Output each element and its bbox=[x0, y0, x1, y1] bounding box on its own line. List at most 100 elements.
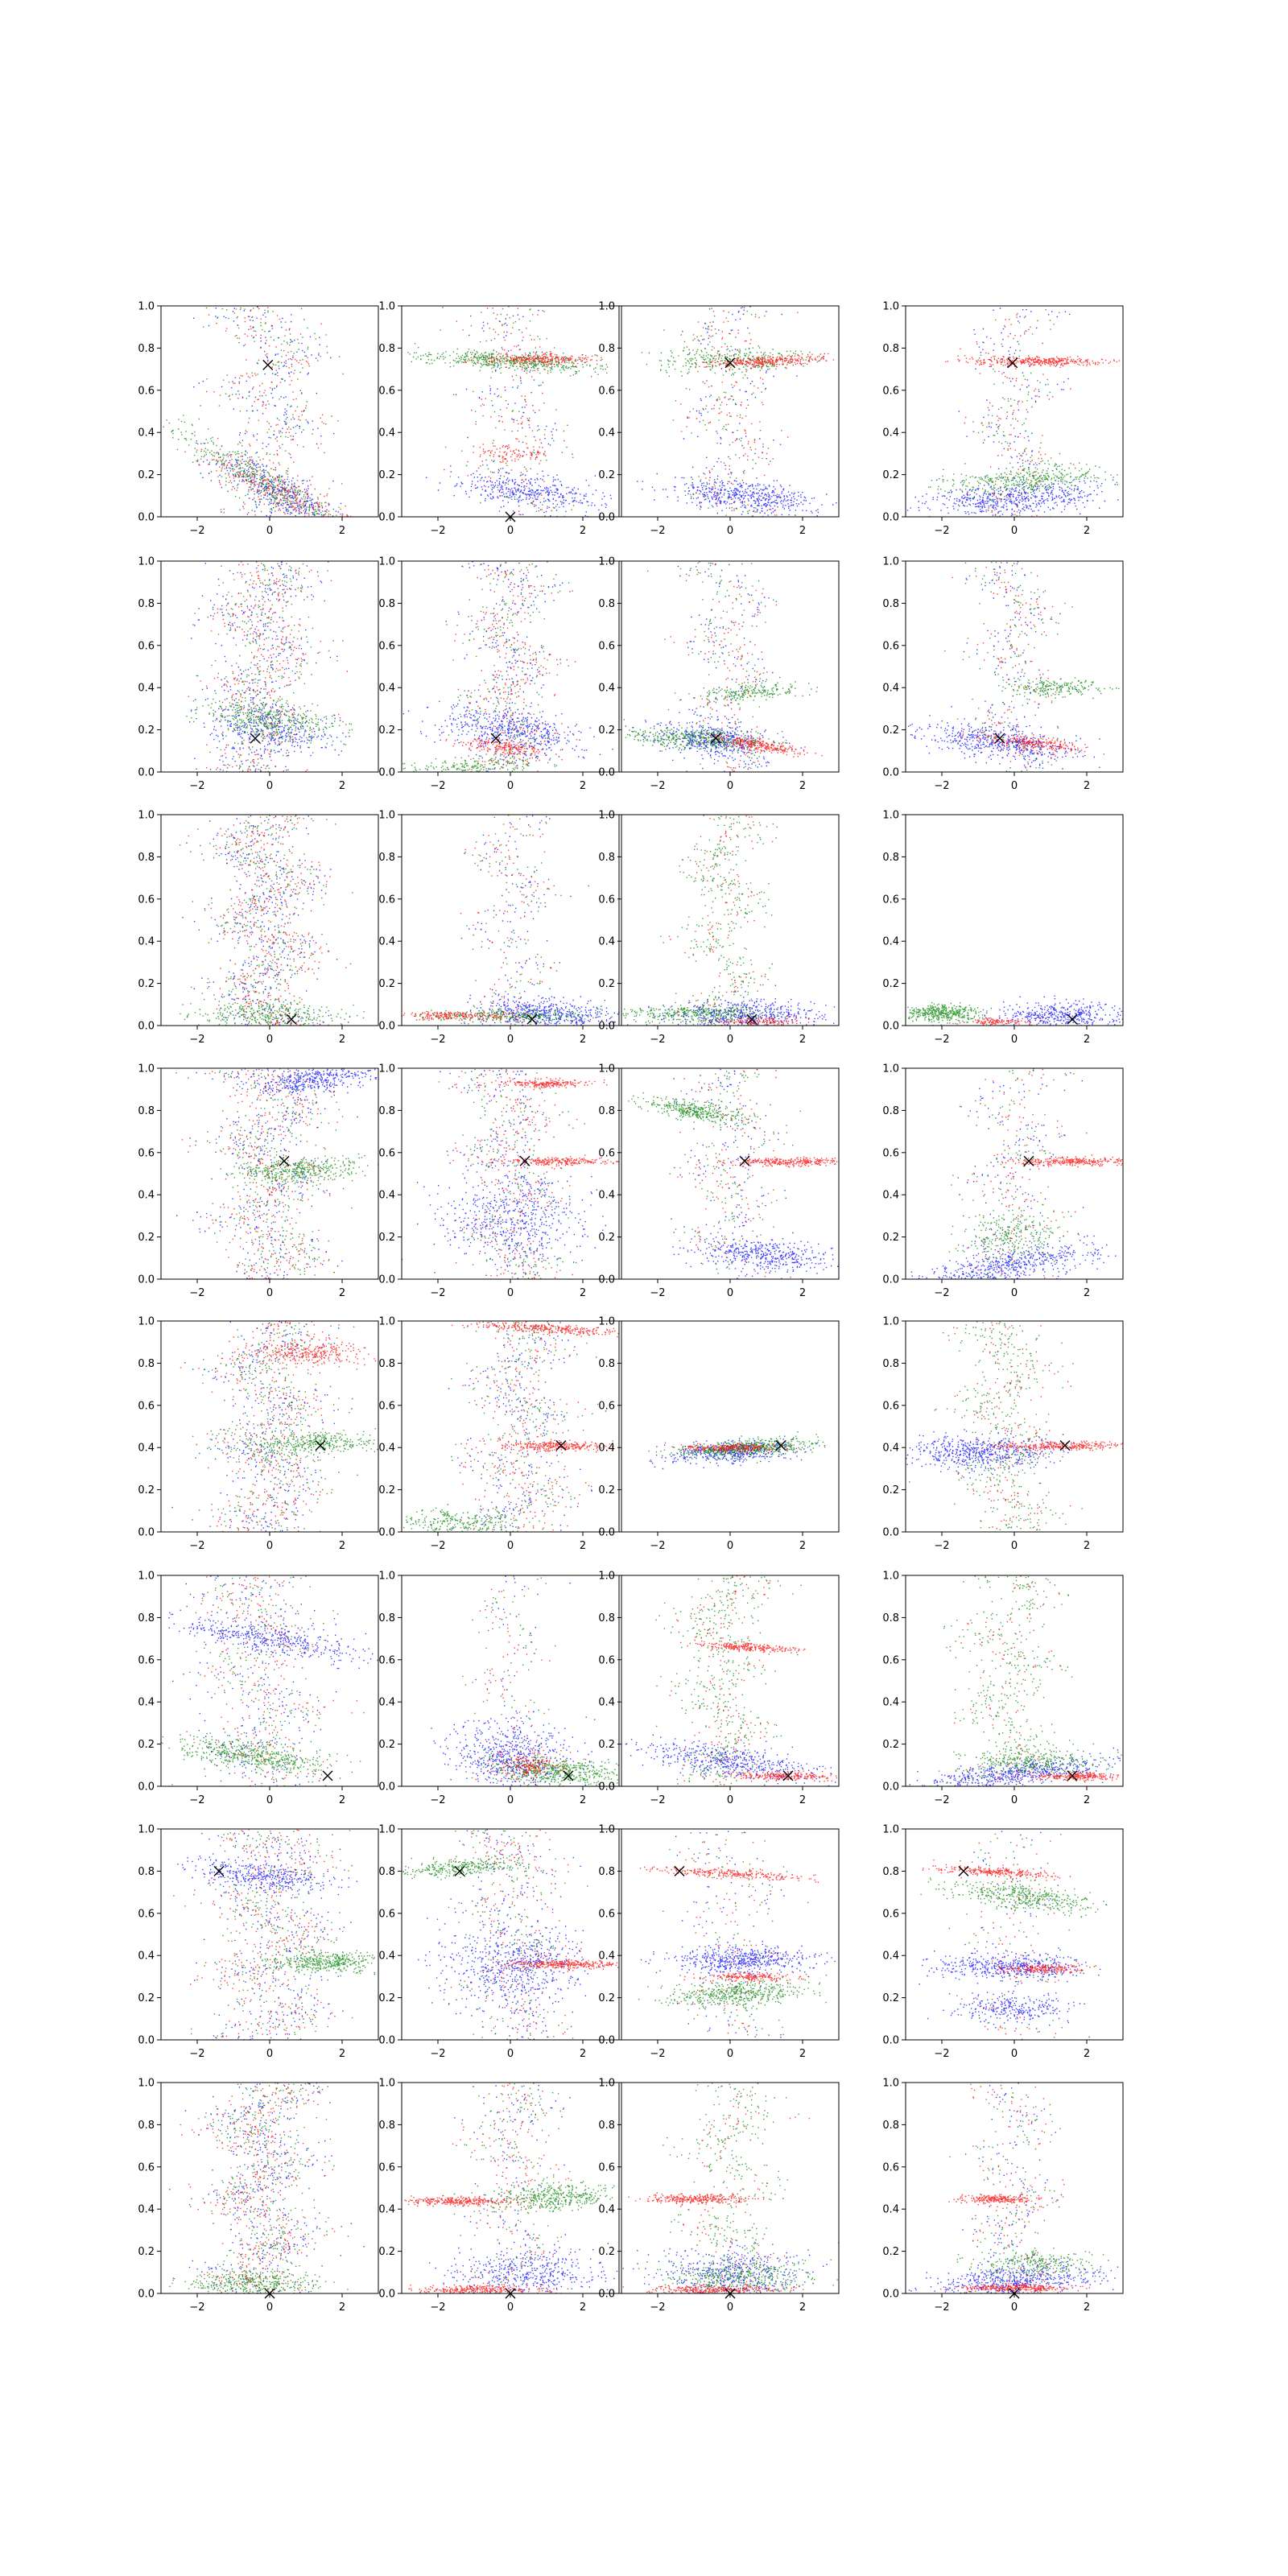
y-tick-label: 0.2 bbox=[882, 1232, 899, 1244]
y-tick-label: 1.0 bbox=[378, 1063, 395, 1075]
y-tick-label: 0.4 bbox=[882, 427, 899, 440]
y-tick-label: 0.4 bbox=[378, 1697, 395, 1709]
y-tick-label: 0.6 bbox=[882, 385, 899, 397]
scatter-point-group-red bbox=[949, 1575, 1120, 1786]
x-tick-label: −2 bbox=[189, 780, 204, 792]
subplot-r1-c1: −2 0 2 0.0 0.2 0.4 0.6 0.8 1.0 bbox=[138, 301, 379, 537]
x-tick-label: 0 bbox=[266, 1540, 273, 1552]
scatter-point-group-blue bbox=[189, 561, 350, 772]
scatter-point-group-red bbox=[675, 1069, 838, 1278]
subplot-r4-c2: −2 0 2 0.0 0.2 0.4 0.6 0.8 1.0 bbox=[378, 1063, 620, 1299]
x-tick-label: 0 bbox=[727, 780, 733, 792]
series-blue bbox=[418, 1829, 604, 2040]
scatter-points bbox=[906, 308, 1121, 517]
scatter-point-group-blue bbox=[402, 561, 613, 772]
y-tick-label: 0.0 bbox=[882, 2035, 899, 2047]
y-tick-label: 0.6 bbox=[882, 894, 899, 906]
scatter-point-group-blue bbox=[906, 1428, 1072, 1479]
series-red bbox=[445, 563, 578, 772]
scatter-points bbox=[186, 561, 353, 772]
y-tick-label: 0.0 bbox=[138, 1021, 155, 1033]
axes-frame bbox=[621, 1067, 840, 1280]
subplot-r8-c2: −2 0 2 0.0 0.2 0.4 0.6 0.8 1.0 bbox=[378, 2078, 620, 2314]
y-tick-label: 0.8 bbox=[378, 2120, 395, 2132]
series-green bbox=[948, 1069, 1080, 1278]
y-tick-label: 1.0 bbox=[378, 1571, 395, 1583]
y-tick-label: 0.4 bbox=[378, 1443, 395, 1455]
y-tick-label: 0.6 bbox=[138, 640, 155, 652]
y-tick-label: 0.6 bbox=[882, 1400, 899, 1412]
y-tick-label: 0.4 bbox=[138, 1697, 155, 1709]
y-tick-label: 1.0 bbox=[882, 301, 899, 313]
y-tick-label: 0.2 bbox=[378, 1739, 395, 1751]
y-tick-label: 0.6 bbox=[378, 1400, 395, 1412]
subplot-r8-c4: −2 0 2 0.0 0.2 0.4 0.6 0.8 1.0 bbox=[882, 2078, 1124, 2314]
x-tick-label: 2 bbox=[339, 780, 345, 792]
y-tick-label: 0.8 bbox=[378, 1358, 395, 1370]
y-tick-label: 0.2 bbox=[378, 1232, 395, 1244]
scatter-point-group-blue bbox=[429, 2085, 618, 2293]
y-tick-label: 0.4 bbox=[378, 683, 395, 695]
y-tick-label: 0.4 bbox=[138, 1190, 155, 1202]
series-green bbox=[621, 815, 787, 1026]
x-tick-label: 0 bbox=[727, 2301, 733, 2314]
x-marker bbox=[322, 1770, 333, 1781]
y-tick-label: 1.0 bbox=[882, 556, 899, 568]
y-tick-label: 0.6 bbox=[598, 1908, 615, 1920]
y-tick-label: 0.8 bbox=[882, 1866, 899, 1878]
scatter-point-group-blue bbox=[637, 306, 837, 517]
scatter-point-group-blue bbox=[906, 308, 1119, 517]
series-green bbox=[447, 1068, 585, 1279]
y-tick-label: 0.6 bbox=[882, 2161, 899, 2174]
axes-frame bbox=[401, 305, 620, 518]
series-red bbox=[180, 1321, 378, 1532]
y-tick-label: 0.2 bbox=[882, 1992, 899, 2004]
y-tick-label: 0.8 bbox=[598, 2120, 615, 2132]
x-tick-label: 2 bbox=[339, 1287, 345, 1299]
y-tick-label: 0.0 bbox=[138, 1274, 155, 1286]
x-marker bbox=[526, 1013, 538, 1025]
y-tick-label: 0.8 bbox=[882, 598, 899, 610]
y-tick-label: 0.4 bbox=[138, 936, 155, 948]
y-tick-label: 0.2 bbox=[598, 1992, 615, 2004]
series-green bbox=[402, 1830, 578, 2040]
x-marker bbox=[563, 1770, 574, 1781]
scatter-points bbox=[621, 561, 823, 772]
series-red bbox=[949, 1575, 1120, 1786]
y-tick-label: 0.8 bbox=[138, 598, 155, 610]
scatter-point-group-blue bbox=[919, 1831, 1101, 2040]
x-tick-label: 0 bbox=[507, 525, 514, 537]
y-tick-label: 1.0 bbox=[598, 2078, 615, 2090]
scatter-point-group-blue bbox=[431, 1575, 596, 1786]
y-tick-label: 0.2 bbox=[138, 469, 155, 481]
y-tick-label: 0.6 bbox=[598, 1654, 615, 1666]
x-marker bbox=[746, 1013, 758, 1025]
y-tick-label: 0.0 bbox=[378, 512, 395, 524]
series-red bbox=[472, 1577, 587, 1786]
y-tick-label: 0.0 bbox=[598, 1021, 615, 1033]
series-red bbox=[188, 815, 353, 1026]
series-blue bbox=[637, 306, 837, 517]
y-tick-label: 0.2 bbox=[882, 978, 899, 990]
y-tick-label: 0.2 bbox=[138, 1484, 155, 1496]
scatter-point-group-blue bbox=[625, 563, 802, 772]
y-tick-label: 0.4 bbox=[882, 1951, 899, 1963]
x-marker bbox=[490, 733, 502, 744]
x-tick-label: 0 bbox=[266, 1287, 273, 1299]
x-tick-label: 2 bbox=[580, 2301, 586, 2314]
y-tick-label: 1.0 bbox=[882, 1571, 899, 1583]
y-tick-label: 0.4 bbox=[378, 936, 395, 948]
y-tick-label: 1.0 bbox=[138, 1316, 155, 1328]
y-tick-label: 0.8 bbox=[138, 343, 155, 355]
scatter-point-group-red bbox=[445, 563, 578, 772]
x-marker bbox=[958, 1865, 969, 1876]
x-tick-label: 2 bbox=[580, 1540, 586, 1552]
scatter-points bbox=[173, 1829, 378, 2040]
y-tick-label: 0.2 bbox=[882, 2246, 899, 2258]
x-tick-label: −2 bbox=[430, 1287, 445, 1299]
series-green bbox=[415, 815, 613, 1026]
scatter-point-group-red bbox=[444, 308, 619, 515]
x-tick-label: 0 bbox=[1011, 2048, 1018, 2060]
scatter-points bbox=[919, 1831, 1108, 2040]
